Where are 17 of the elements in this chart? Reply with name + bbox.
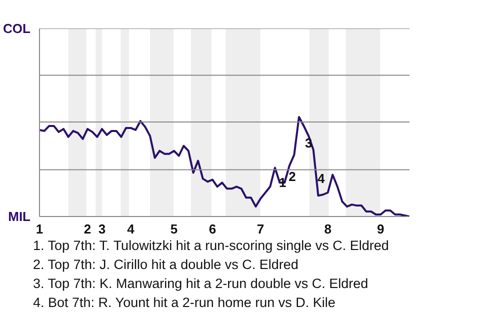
annotation: 2 <box>288 169 296 184</box>
x-tick-label: 5 <box>170 222 178 236</box>
text: MIL <box>8 209 31 224</box>
text: 4. Bot 7th: R. Yount hit a 2-run home run vs D. Kile <box>33 295 336 310</box>
x-tick-label: 7 <box>256 222 264 236</box>
x-tick-label: 4 <box>127 222 136 236</box>
text: 2. Top 7th: J. Cirillo hit a double vs C. Eldred <box>33 257 298 272</box>
x-tick-label: 2 <box>84 222 92 236</box>
text: COL <box>3 21 31 36</box>
x-tick-label: 1 <box>36 222 44 236</box>
x-tick-label: 9 <box>377 222 384 236</box>
annotation: 4 <box>317 171 326 186</box>
text: 3. Top 7th: K. Manwaring hit a 2-run double vs C. Eldred <box>33 276 368 291</box>
x-tick-label: 3 <box>98 222 106 236</box>
x-tick-label: 8 <box>324 222 332 236</box>
text: 1. Top 7th: T. Tulowitzki hit a run-scoring single vs C. Eldred <box>33 238 389 253</box>
x-tick-label: 6 <box>208 222 216 236</box>
